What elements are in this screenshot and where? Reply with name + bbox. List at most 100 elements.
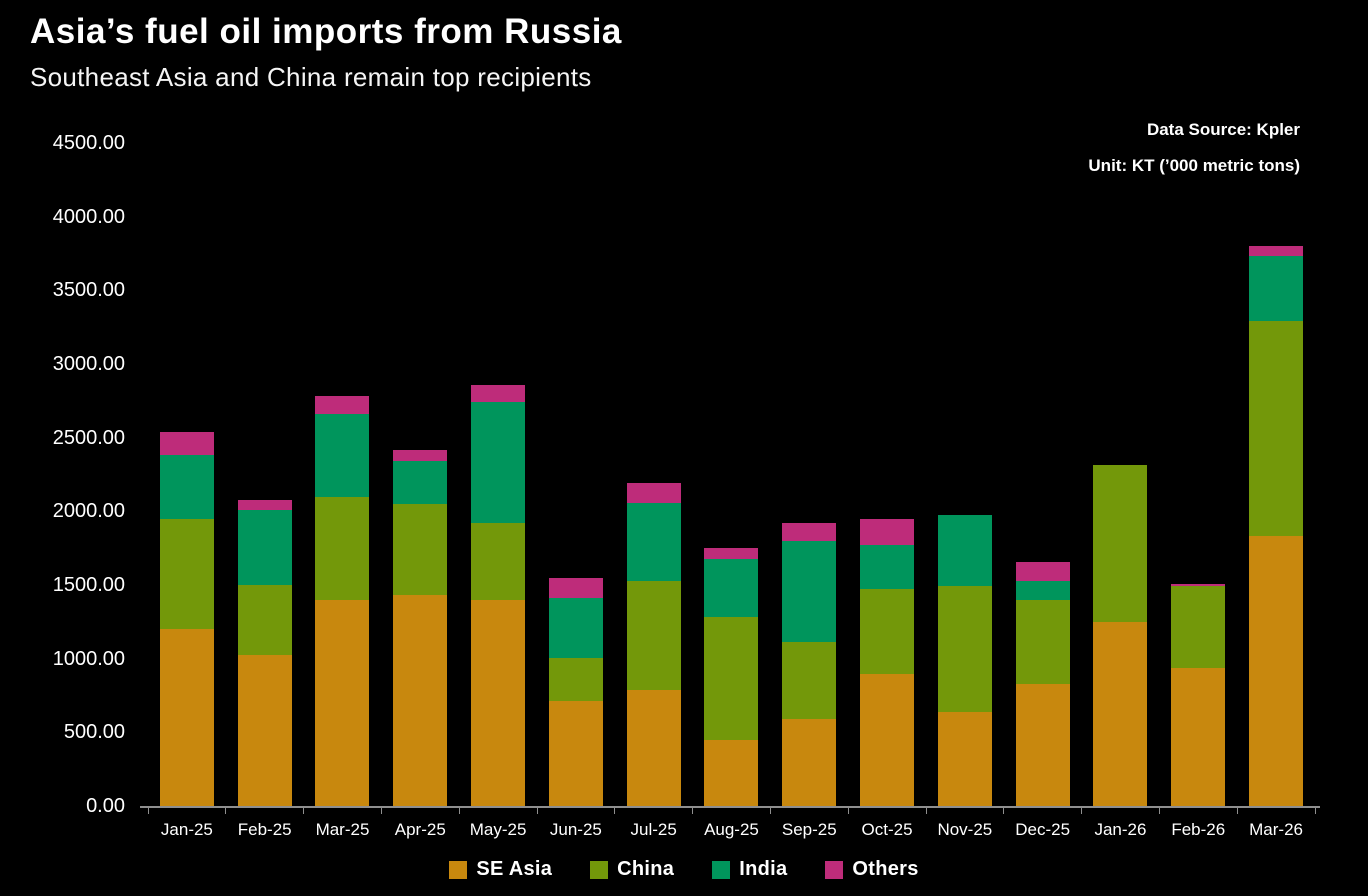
bar-segment-india-apr-25 <box>393 461 448 504</box>
y-tick-label: 1500.00 <box>52 574 125 596</box>
bar-segment-india-dec-25 <box>1015 581 1070 601</box>
y-tick-label: 1000.00 <box>52 647 125 670</box>
bar-jun-25 <box>548 577 603 806</box>
y-tick-label: 3000.00 <box>52 353 125 375</box>
x-tick-label-sep-25: Sep-25 <box>781 820 837 839</box>
x-tick-label-aug-25: Aug-25 <box>704 820 759 839</box>
bar-column-mar-26 <box>1237 143 1315 806</box>
legend-swatch-india <box>712 860 731 879</box>
bar-jul-25 <box>626 482 681 806</box>
bar-column-feb-25 <box>226 143 304 806</box>
chart-subtitle: Southeast Asia and China remain top reci… <box>30 62 592 92</box>
bar-jan-25 <box>159 431 214 806</box>
bar-column-sep-25 <box>770 143 848 806</box>
x-axis-tick <box>847 806 849 814</box>
bar-segment-china-may-25 <box>471 523 526 600</box>
x-tick-label-jan-25: Jan-25 <box>160 820 213 839</box>
unit-text: Unit: KT (’000 metric tons) <box>1088 156 1300 175</box>
x-axis-tick <box>225 806 227 814</box>
bar-segment-se-asia-mar-25 <box>315 599 370 806</box>
legend-item-others: Others <box>825 858 918 881</box>
x-axis-line <box>140 806 1320 808</box>
bar-segment-se-asia-apr-25 <box>393 595 448 806</box>
x-axis-tick <box>692 806 694 814</box>
bar-jan-26 <box>1093 464 1148 806</box>
bar-segment-india-aug-25 <box>704 558 759 618</box>
bar-segment-china-apr-25 <box>393 503 448 596</box>
bar-segment-se-asia-feb-26 <box>1171 668 1226 806</box>
legend-label-others: Others <box>852 858 919 880</box>
y-tick-label: 4000.00 <box>52 205 125 228</box>
bar-segment-se-asia-nov-25 <box>937 711 992 806</box>
y-tick-label: 2500.00 <box>52 426 125 449</box>
legend-item-china: China <box>590 858 674 881</box>
x-axis-tick <box>1236 806 1238 814</box>
bar-oct-25 <box>860 519 915 806</box>
legend-swatch-others <box>825 860 844 879</box>
bar-mar-26 <box>1249 246 1304 806</box>
bar-aug-25 <box>704 548 759 806</box>
bar-segment-india-jul-25 <box>626 502 681 581</box>
bar-column-apr-25 <box>381 143 459 806</box>
legend-label-india: India <box>739 858 788 880</box>
x-tick-label-may-25: May-25 <box>469 820 527 839</box>
bar-segment-china-oct-25 <box>860 588 915 675</box>
bar-segment-se-asia-jul-25 <box>626 689 681 806</box>
bar-column-feb-26 <box>1159 143 1237 806</box>
x-axis-tick <box>769 806 771 814</box>
bar-segment-china-feb-26 <box>1171 585 1226 669</box>
y-tick-label: 3500.00 <box>52 279 125 302</box>
bar-segment-china-jul-25 <box>626 580 681 690</box>
bar-segment-india-nov-25 <box>937 515 992 586</box>
x-axis-tick <box>1081 806 1083 814</box>
bar-column-jan-26 <box>1082 143 1160 806</box>
bar-feb-26 <box>1171 583 1226 806</box>
bar-segment-china-mar-26 <box>1249 320 1304 537</box>
legend-swatch-se-asia <box>449 860 468 879</box>
x-axis-tick <box>1314 806 1316 814</box>
x-tick-label-mar-25: Mar-25 <box>315 820 370 839</box>
x-axis-tick <box>1003 806 1005 814</box>
bar-segment-others-sep-25 <box>782 523 837 541</box>
bar-segment-se-asia-sep-25 <box>782 719 837 806</box>
x-tick-label-jan-26: Jan-26 <box>1094 820 1147 839</box>
bar-column-mar-25 <box>304 143 382 806</box>
bar-column-aug-25 <box>693 143 771 806</box>
y-tick-label: 2000.00 <box>52 500 125 523</box>
bar-column-may-25 <box>459 143 537 806</box>
x-axis-tick <box>458 806 460 814</box>
x-axis-tick <box>1158 806 1160 814</box>
bar-column-nov-25 <box>926 143 1004 806</box>
x-axis-labels: Jan-25 Feb-25 Mar-25 Apr-25 May-25 Jun-25 Jul-… <box>148 818 1315 842</box>
bar-segment-india-jun-25 <box>548 598 603 658</box>
source-block: Data Source: Kpler Unit: KT (’000 metric… <box>1088 112 1300 184</box>
y-tick-label: 0.00 <box>86 795 125 817</box>
bar-column-jan-25 <box>148 143 226 806</box>
bar-segment-others-aug-25 <box>704 548 759 559</box>
x-tick-label-feb-25: Feb-25 <box>237 820 292 839</box>
bar-sep-25 <box>782 523 837 806</box>
bar-segment-se-asia-oct-25 <box>860 674 915 806</box>
bar-segment-others-feb-26 <box>1171 583 1226 586</box>
x-axis-tick <box>536 806 538 814</box>
x-axis-tick <box>925 806 927 814</box>
bar-segment-se-asia-jan-25 <box>159 629 214 806</box>
bar-segment-china-sep-25 <box>782 642 837 720</box>
bar-segment-se-asia-may-25 <box>471 599 526 806</box>
bar-apr-25 <box>393 450 448 806</box>
bar-segment-others-feb-25 <box>237 500 292 510</box>
x-tick-label-nov-25: Nov-25 <box>937 820 993 839</box>
bar-segment-china-aug-25 <box>704 617 759 741</box>
x-tick-label-jun-25: Jun-25 <box>549 820 602 839</box>
chart-title: Asia’s fuel oil imports from Russia <box>30 12 622 51</box>
bar-segment-se-asia-aug-25 <box>704 740 759 806</box>
x-tick-label-apr-25: Apr-25 <box>394 820 446 839</box>
bar-segment-india-feb-25 <box>237 509 292 586</box>
bar-segment-india-sep-25 <box>782 540 837 643</box>
y-tick-label: 500.00 <box>63 721 125 744</box>
bar-segment-se-asia-dec-25 <box>1015 683 1070 806</box>
bar-column-oct-25 <box>848 143 926 806</box>
bar-segment-china-jan-26 <box>1093 464 1148 622</box>
bar-segment-india-mar-26 <box>1249 255 1304 321</box>
